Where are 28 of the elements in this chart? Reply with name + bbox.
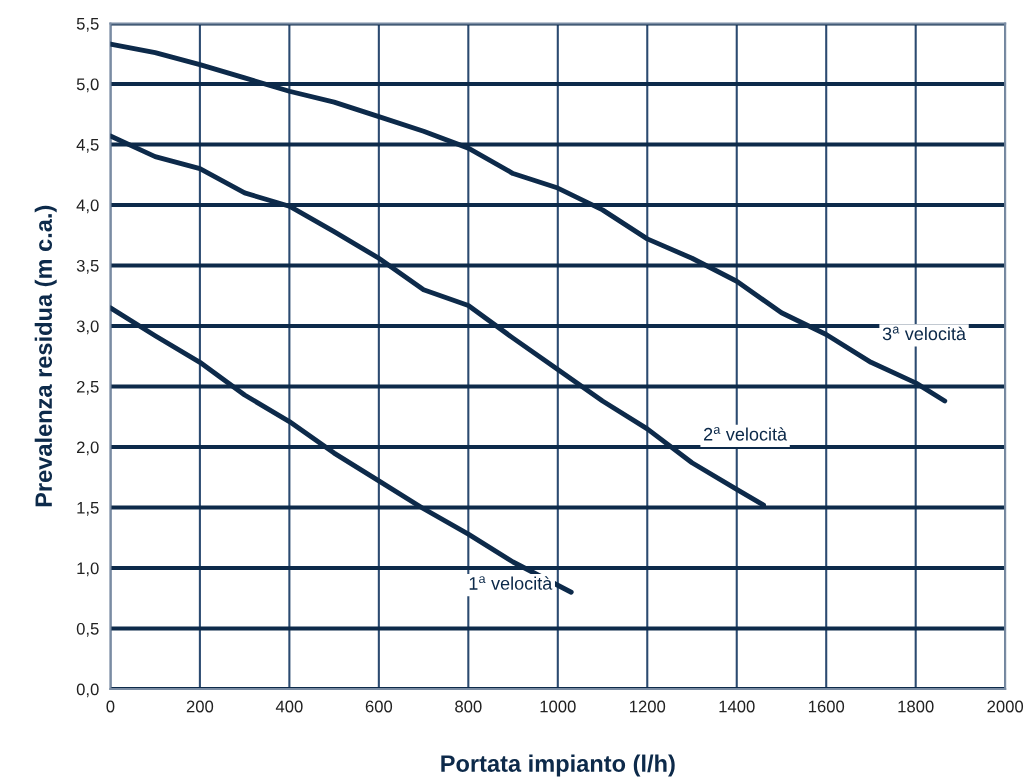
y-tick-label: 1,5 — [77, 502, 99, 516]
series-label: 1$^{a}$ velocità — [469, 576, 553, 590]
y-tick-label: 5,5 — [76, 18, 99, 32]
y-tick-label: 3,5 — [76, 259, 99, 274]
series-label: 3$^{a}$ velocità — [882, 326, 967, 341]
x-tick-label: 1400 — [719, 700, 755, 713]
series-label: 2$^{a}$ velocità — [704, 426, 788, 441]
x-tick-label: 1000 — [540, 700, 576, 713]
y-tick-label: 0,0 — [76, 683, 99, 698]
x-tick-label: 1600 — [808, 700, 845, 713]
y-tick-label: 1,0 — [77, 562, 99, 577]
y-tick-label: 4,0 — [76, 199, 99, 214]
y-tick-label: 2,5 — [76, 380, 99, 395]
y-tick-label: 0,5 — [76, 622, 99, 637]
y-tick-label: 5,0 — [76, 78, 99, 93]
x-tick-label: 1200 — [630, 700, 666, 713]
x-tick-label: 2000 — [987, 700, 1024, 713]
x-tick-label: 1800 — [898, 700, 934, 713]
x-tick-label: 800 — [455, 700, 482, 713]
x-tick-label: 0 — [106, 700, 115, 713]
x-tick-label: 600 — [365, 700, 393, 713]
y-axis-title: Prevalenza residua (m c.a.) — [34, 205, 57, 507]
y-tick-label: 4,5 — [76, 139, 99, 153]
y-tick-label: 2,0 — [76, 441, 99, 456]
x-tick-label: 400 — [275, 700, 303, 713]
y-tick-label: 3,0 — [76, 320, 99, 335]
x-axis-title: Portata impianto (l/h) — [441, 754, 675, 777]
x-tick-label: 200 — [186, 700, 214, 713]
